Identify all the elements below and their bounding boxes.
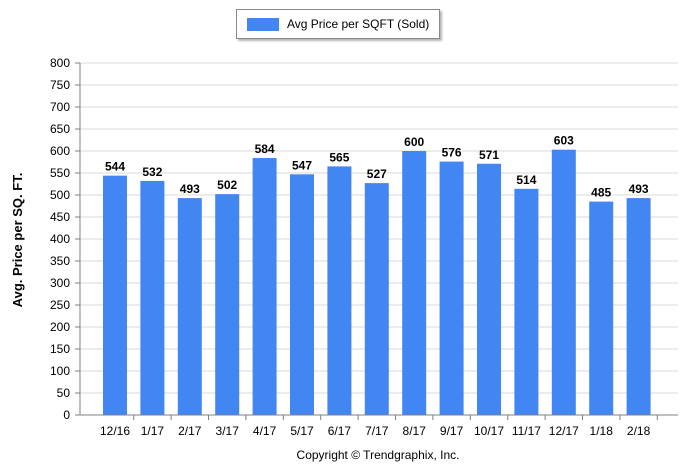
x-tick-label: 12/17 [549,424,579,438]
y-axis-title: Avg. Price per SQ. FT. [10,173,25,308]
bar [402,151,427,415]
bar [103,175,127,415]
y-tick-label: 800 [50,56,70,70]
bar [551,149,576,415]
x-tick-label: 11/17 [512,424,541,438]
bar [626,198,651,415]
y-tick-label: 650 [50,122,70,136]
legend: Avg Price per SQFT (Sold) [236,9,440,39]
y-tick-label: 500 [50,188,70,202]
bar [290,174,314,415]
y-tick-label: 700 [50,100,70,114]
data-label: 565 [329,150,349,164]
data-label: 514 [516,173,536,187]
y-tick-label: 250 [50,298,70,312]
y-tick-label: 400 [50,232,70,246]
bar [514,188,539,415]
data-label: 493 [629,182,649,196]
x-tick-label: 6/17 [328,424,352,438]
data-label: 571 [479,148,499,162]
y-tick-labels: 0 50 100 150 200 250 300 350 400 450 500 550 600 650 7… [50,56,70,422]
data-label: 532 [142,165,162,179]
bar [140,180,165,415]
bar [477,163,501,415]
data-labels: 544 532 493 502 584 547 565 527 600 576 571 514 603 4… [105,134,649,200]
data-label: 527 [367,167,387,181]
bar [364,183,389,415]
data-label: 603 [554,134,574,148]
y-tick-label: 350 [50,254,70,268]
x-tick-label: 4/17 [253,424,277,438]
y-tick-label: 750 [50,78,70,92]
bar [589,201,614,415]
y-tick-label: 200 [50,320,70,334]
y-tick-label: 0 [63,408,70,422]
copyright-text: Copyright © Trendgraphix, Inc. [297,448,460,462]
x-tick-label: 8/17 [403,424,427,438]
y-tick-label: 150 [50,342,70,356]
legend-label: Avg Price per SQFT (Sold) [287,17,430,31]
x-tick-label: 1/17 [141,424,165,438]
x-tick-labels: 12/16 1/17 2/17 3/17 4/17 5/17 6/17 7/17 8/17 9/1… [100,424,651,438]
data-label: 485 [591,186,611,200]
bar [215,194,240,415]
bar [177,198,202,415]
x-tick-label: 5/17 [290,424,314,438]
y-tick-label: 100 [50,364,70,378]
x-tick-label: 3/17 [216,424,240,438]
data-label: 547 [292,158,312,172]
bars [103,149,651,416]
data-label: 502 [217,178,237,192]
data-label: 544 [105,160,125,174]
axes [79,63,678,420]
bar [252,158,277,416]
x-tick-label: 10/17 [474,424,504,438]
x-tick-label: 1/18 [590,424,614,438]
x-tick-label: 7/17 [365,424,389,438]
legend-swatch [247,17,279,31]
y-tick-label: 300 [50,276,70,290]
bar [327,166,352,415]
y-tick-label: 550 [50,166,70,180]
y-tick-label: 600 [50,144,70,158]
bar [439,161,464,415]
data-label: 584 [255,142,275,156]
data-label: 600 [404,135,424,149]
x-tick-label: 9/17 [440,424,464,438]
data-label: 493 [180,182,200,196]
x-tick-label: 2/17 [178,424,202,438]
data-label: 576 [442,146,462,160]
y-tick-label: 450 [50,210,70,224]
y-tick-label: 50 [57,386,71,400]
x-tick-label: 2/18 [627,424,651,438]
x-tick-label: 12/16 [100,424,130,438]
